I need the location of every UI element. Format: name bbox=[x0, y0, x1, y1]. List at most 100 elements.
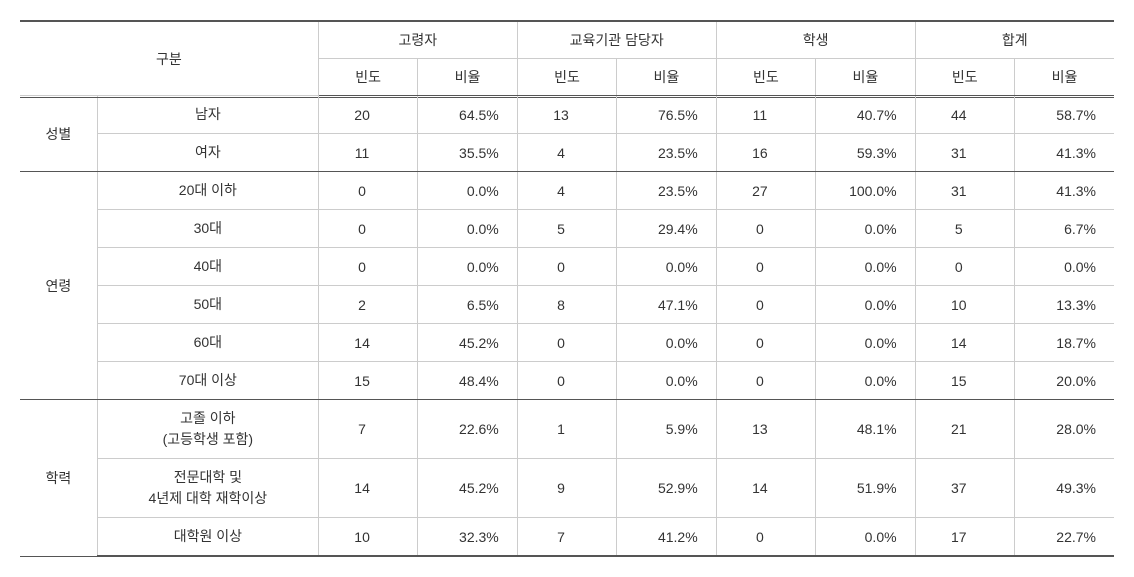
pct-cell: 0.0% bbox=[816, 248, 915, 286]
table-row: 30대00.0%529.4%00.0%56.7% bbox=[20, 210, 1114, 248]
freq-cell: 31 bbox=[915, 134, 1014, 172]
freq-cell: 11 bbox=[318, 134, 417, 172]
freq-cell: 7 bbox=[318, 400, 417, 459]
pct-cell: 35.5% bbox=[418, 134, 517, 172]
table-row: 성별남자2064.5%1376.5%1140.7%4458.7% bbox=[20, 96, 1114, 134]
row-label: 남자 bbox=[97, 96, 318, 134]
pct-cell: 18.7% bbox=[1015, 324, 1114, 362]
freq-cell: 0 bbox=[716, 362, 815, 400]
freq-cell: 0 bbox=[318, 210, 417, 248]
pct-cell: 59.3% bbox=[816, 134, 915, 172]
table-row: 대학원 이상1032.3%741.2%00.0%1722.7% bbox=[20, 518, 1114, 557]
demographics-table: 구분 고령자 교육기관 담당자 학생 합계 빈도 비율 빈도 비율 빈도 비율 … bbox=[20, 20, 1114, 557]
pct-cell: 0.0% bbox=[617, 362, 716, 400]
freq-cell: 20 bbox=[318, 96, 417, 134]
freq-cell: 13 bbox=[517, 96, 616, 134]
freq-cell: 14 bbox=[318, 324, 417, 362]
pct-cell: 0.0% bbox=[816, 518, 915, 557]
freq-cell: 0 bbox=[517, 248, 616, 286]
pct-cell: 13.3% bbox=[1015, 286, 1114, 324]
freq-cell: 27 bbox=[716, 172, 815, 210]
pct-cell: 45.2% bbox=[418, 324, 517, 362]
freq-cell: 0 bbox=[517, 362, 616, 400]
pct-cell: 28.0% bbox=[1015, 400, 1114, 459]
pct-cell: 41.3% bbox=[1015, 134, 1114, 172]
pct-cell: 58.7% bbox=[1015, 96, 1114, 134]
freq-cell: 8 bbox=[517, 286, 616, 324]
table-row: 여자1135.5%423.5%1659.3%3141.3% bbox=[20, 134, 1114, 172]
pct-cell: 0.0% bbox=[1015, 248, 1114, 286]
section-name: 연령 bbox=[20, 172, 97, 400]
table-row: 60대1445.2%00.0%00.0%1418.7% bbox=[20, 324, 1114, 362]
pct-cell: 0.0% bbox=[418, 172, 517, 210]
pct-cell: 47.1% bbox=[617, 286, 716, 324]
section-name: 성별 bbox=[20, 96, 97, 172]
table-header: 구분 고령자 교육기관 담당자 학생 합계 빈도 비율 빈도 비율 빈도 비율 … bbox=[20, 21, 1114, 96]
pct-cell: 100.0% bbox=[816, 172, 915, 210]
row-label: 20대 이하 bbox=[97, 172, 318, 210]
pct-cell: 48.1% bbox=[816, 400, 915, 459]
table-row: 전문대학 및4년제 대학 재학이상1445.2%952.9%1451.9%374… bbox=[20, 459, 1114, 518]
row-label: 여자 bbox=[97, 134, 318, 172]
header-category: 구분 bbox=[20, 21, 318, 96]
header-pct: 비율 bbox=[1015, 59, 1114, 96]
freq-cell: 31 bbox=[915, 172, 1014, 210]
pct-cell: 0.0% bbox=[816, 362, 915, 400]
freq-cell: 37 bbox=[915, 459, 1014, 518]
pct-cell: 64.5% bbox=[418, 96, 517, 134]
table-row: 학력고졸 이하(고등학생 포함)722.6%15.9%1348.1%2128.0… bbox=[20, 400, 1114, 459]
pct-cell: 20.0% bbox=[1015, 362, 1114, 400]
freq-cell: 9 bbox=[517, 459, 616, 518]
freq-cell: 0 bbox=[318, 248, 417, 286]
table-row: 연령20대 이하00.0%423.5%27100.0%3141.3% bbox=[20, 172, 1114, 210]
header-pct: 비율 bbox=[617, 59, 716, 96]
pct-cell: 23.5% bbox=[617, 172, 716, 210]
header-freq: 빈도 bbox=[915, 59, 1014, 96]
pct-cell: 6.7% bbox=[1015, 210, 1114, 248]
freq-cell: 5 bbox=[517, 210, 616, 248]
table-row: 40대00.0%00.0%00.0%00.0% bbox=[20, 248, 1114, 286]
pct-cell: 0.0% bbox=[816, 324, 915, 362]
pct-cell: 0.0% bbox=[617, 324, 716, 362]
pct-cell: 0.0% bbox=[418, 210, 517, 248]
pct-cell: 0.0% bbox=[816, 286, 915, 324]
header-group-institution: 교육기관 담당자 bbox=[517, 21, 716, 59]
freq-cell: 0 bbox=[318, 172, 417, 210]
freq-cell: 10 bbox=[318, 518, 417, 557]
pct-cell: 0.0% bbox=[617, 248, 716, 286]
freq-cell: 1 bbox=[517, 400, 616, 459]
freq-cell: 7 bbox=[517, 518, 616, 557]
freq-cell: 4 bbox=[517, 134, 616, 172]
section-name: 학력 bbox=[20, 400, 97, 557]
freq-cell: 10 bbox=[915, 286, 1014, 324]
pct-cell: 0.0% bbox=[816, 210, 915, 248]
freq-cell: 21 bbox=[915, 400, 1014, 459]
row-label: 60대 bbox=[97, 324, 318, 362]
freq-cell: 0 bbox=[915, 248, 1014, 286]
freq-cell: 13 bbox=[716, 400, 815, 459]
pct-cell: 45.2% bbox=[418, 459, 517, 518]
pct-cell: 5.9% bbox=[617, 400, 716, 459]
header-group-total: 합계 bbox=[915, 21, 1114, 59]
freq-cell: 15 bbox=[915, 362, 1014, 400]
pct-cell: 22.7% bbox=[1015, 518, 1114, 557]
row-label: 70대 이상 bbox=[97, 362, 318, 400]
pct-cell: 29.4% bbox=[617, 210, 716, 248]
pct-cell: 40.7% bbox=[816, 96, 915, 134]
pct-cell: 51.9% bbox=[816, 459, 915, 518]
row-label: 대학원 이상 bbox=[97, 518, 318, 557]
header-group-student: 학생 bbox=[716, 21, 915, 59]
header-pct: 비율 bbox=[816, 59, 915, 96]
freq-cell: 16 bbox=[716, 134, 815, 172]
freq-cell: 11 bbox=[716, 96, 815, 134]
row-label: 전문대학 및4년제 대학 재학이상 bbox=[97, 459, 318, 518]
pct-cell: 22.6% bbox=[418, 400, 517, 459]
freq-cell: 0 bbox=[716, 286, 815, 324]
pct-cell: 6.5% bbox=[418, 286, 517, 324]
header-freq: 빈도 bbox=[517, 59, 616, 96]
freq-cell: 0 bbox=[716, 324, 815, 362]
pct-cell: 76.5% bbox=[617, 96, 716, 134]
freq-cell: 4 bbox=[517, 172, 616, 210]
pct-cell: 32.3% bbox=[418, 518, 517, 557]
freq-cell: 0 bbox=[716, 210, 815, 248]
